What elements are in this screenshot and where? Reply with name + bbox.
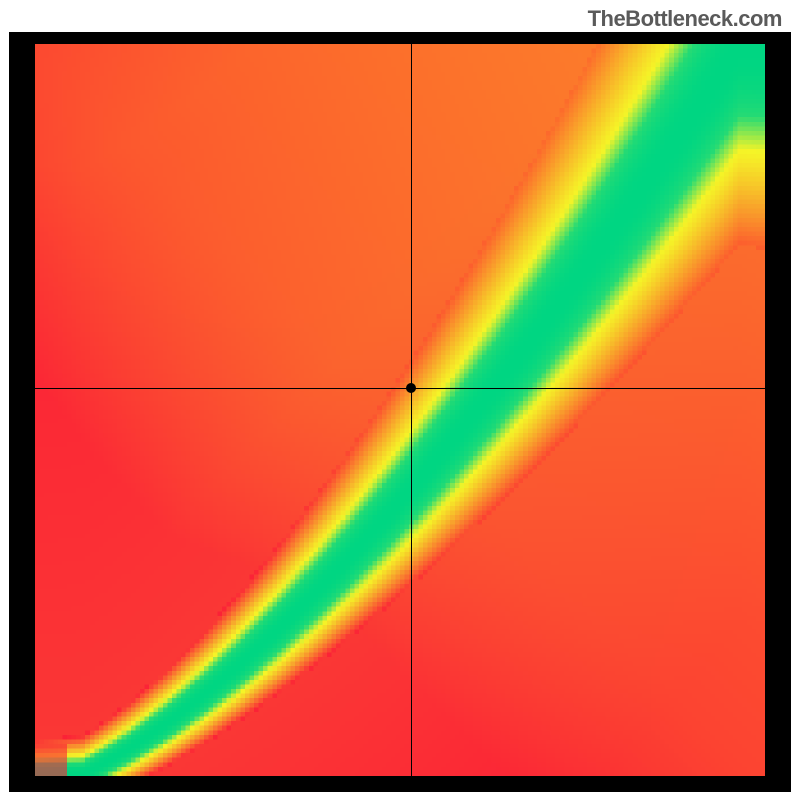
crosshair-horizontal — [35, 388, 765, 389]
plot-area — [35, 44, 765, 776]
attribution-text: TheBottleneck.com — [588, 6, 782, 32]
crosshair-vertical — [411, 44, 412, 776]
bottleneck-heatmap — [35, 44, 765, 776]
selection-dot — [406, 383, 416, 393]
plot-frame — [9, 32, 791, 792]
